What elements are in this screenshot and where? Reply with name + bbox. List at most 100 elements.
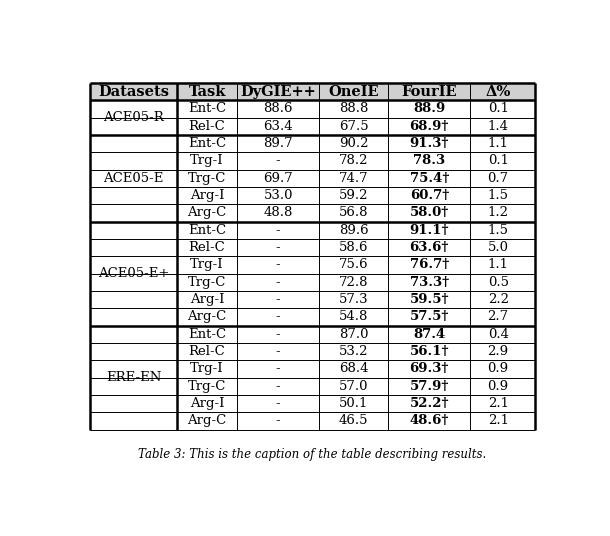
Text: Rel-C: Rel-C [188,345,226,358]
Text: 2.9: 2.9 [487,345,509,358]
Text: 76.7†: 76.7† [410,258,449,271]
Text: -: - [276,397,281,410]
Text: Rel-C: Rel-C [188,241,226,254]
Text: 91.3†: 91.3† [409,137,449,150]
Text: 68.9†: 68.9† [409,120,449,133]
Text: 57.9†: 57.9† [409,379,449,393]
Text: ACE05-E: ACE05-E [104,172,164,185]
Text: 88.9: 88.9 [413,102,445,115]
Text: Table 3: This is the caption of the table describing results.: Table 3: This is the caption of the tabl… [138,448,487,461]
Text: 1.4: 1.4 [487,120,509,133]
Text: 58.6: 58.6 [339,241,368,254]
Text: 69.3†: 69.3† [409,362,449,375]
Text: 69.7: 69.7 [264,172,293,185]
Text: 63.6†: 63.6† [409,241,449,254]
Text: 57.5†: 57.5† [409,310,449,323]
Text: -: - [276,276,281,289]
Text: 53.0: 53.0 [264,189,293,202]
Bar [90,83,535,100]
Text: OneIE: OneIE [328,85,379,99]
Text: 74.7: 74.7 [339,172,368,185]
Text: 67.5: 67.5 [339,120,368,133]
Text: -: - [276,224,281,237]
Text: -: - [276,258,281,271]
Text: 56.1†: 56.1† [409,345,449,358]
Text: Task: Task [188,85,226,99]
Text: Trg-I: Trg-I [190,258,224,271]
Text: 58.0†: 58.0† [410,206,449,219]
Text: 73.3†: 73.3† [410,276,449,289]
Text: 59.2: 59.2 [339,189,368,202]
Text: -: - [276,310,281,323]
Text: Ent-C: Ent-C [188,327,226,341]
Text: 56.8: 56.8 [339,206,368,219]
Text: 89.7: 89.7 [264,137,293,150]
Text: 0.9: 0.9 [487,362,509,375]
Text: ACE05-R: ACE05-R [103,111,164,124]
Text: Arg-I: Arg-I [190,189,224,202]
Text: Trg-C: Trg-C [188,172,226,185]
Text: 2.1: 2.1 [487,414,509,427]
Text: 0.4: 0.4 [487,327,509,341]
Text: Arg-C: Arg-C [187,414,227,427]
Text: 1.5: 1.5 [487,189,509,202]
Text: ACE05-E+: ACE05-E+ [98,267,170,280]
Text: 2.2: 2.2 [487,293,509,306]
Text: 89.6: 89.6 [339,224,368,237]
Text: Arg-C: Arg-C [187,310,227,323]
Text: 72.8: 72.8 [339,276,368,289]
Text: 50.1: 50.1 [339,397,368,410]
Text: -: - [276,345,281,358]
Text: 0.5: 0.5 [487,276,509,289]
Text: Rel-C: Rel-C [188,120,226,133]
Text: 0.1: 0.1 [487,154,509,167]
Text: 53.2: 53.2 [339,345,368,358]
Text: 48.6†: 48.6† [409,414,449,427]
Text: 48.8: 48.8 [264,206,293,219]
Text: 60.7†: 60.7† [410,189,449,202]
Text: 2.7: 2.7 [487,310,509,323]
Text: 1.1: 1.1 [487,258,509,271]
Text: 78.3: 78.3 [413,154,445,167]
Text: 0.1: 0.1 [487,102,509,115]
Text: Trg-C: Trg-C [188,379,226,393]
Text: 5.0: 5.0 [487,241,509,254]
Text: 54.8: 54.8 [339,310,368,323]
Text: 87.0: 87.0 [339,327,368,341]
Text: ERE-EN: ERE-EN [106,371,162,384]
Text: 88.6: 88.6 [264,102,293,115]
Text: 63.4: 63.4 [264,120,293,133]
Text: Datasets: Datasets [98,85,169,99]
Text: Trg-C: Trg-C [188,276,226,289]
Text: Δ%: Δ% [486,85,511,99]
Text: 57.3: 57.3 [339,293,368,306]
Text: 87.4: 87.4 [413,327,445,341]
Text: -: - [276,293,281,306]
Text: 57.0: 57.0 [339,379,368,393]
Text: Ent-C: Ent-C [188,224,226,237]
Text: Trg-I: Trg-I [190,362,224,375]
Text: 78.2: 78.2 [339,154,368,167]
Text: Trg-I: Trg-I [190,154,224,167]
Text: 52.2†: 52.2† [409,397,449,410]
Text: Ent-C: Ent-C [188,102,226,115]
Text: Ent-C: Ent-C [188,137,226,150]
Text: 2.1: 2.1 [487,397,509,410]
Text: -: - [276,327,281,341]
Text: -: - [276,241,281,254]
Text: FourIE: FourIE [401,85,457,99]
Text: Arg-C: Arg-C [187,206,227,219]
Text: -: - [276,414,281,427]
Text: 1.2: 1.2 [487,206,509,219]
Text: 1.1: 1.1 [487,137,509,150]
Text: 91.1†: 91.1† [409,224,449,237]
Text: 68.4: 68.4 [339,362,368,375]
Text: -: - [276,154,281,167]
Text: -: - [276,379,281,393]
Text: Arg-I: Arg-I [190,293,224,306]
Text: 75.6: 75.6 [339,258,368,271]
Text: -: - [276,362,281,375]
Text: 46.5: 46.5 [339,414,368,427]
Text: 75.4†: 75.4† [409,172,449,185]
Text: Arg-I: Arg-I [190,397,224,410]
